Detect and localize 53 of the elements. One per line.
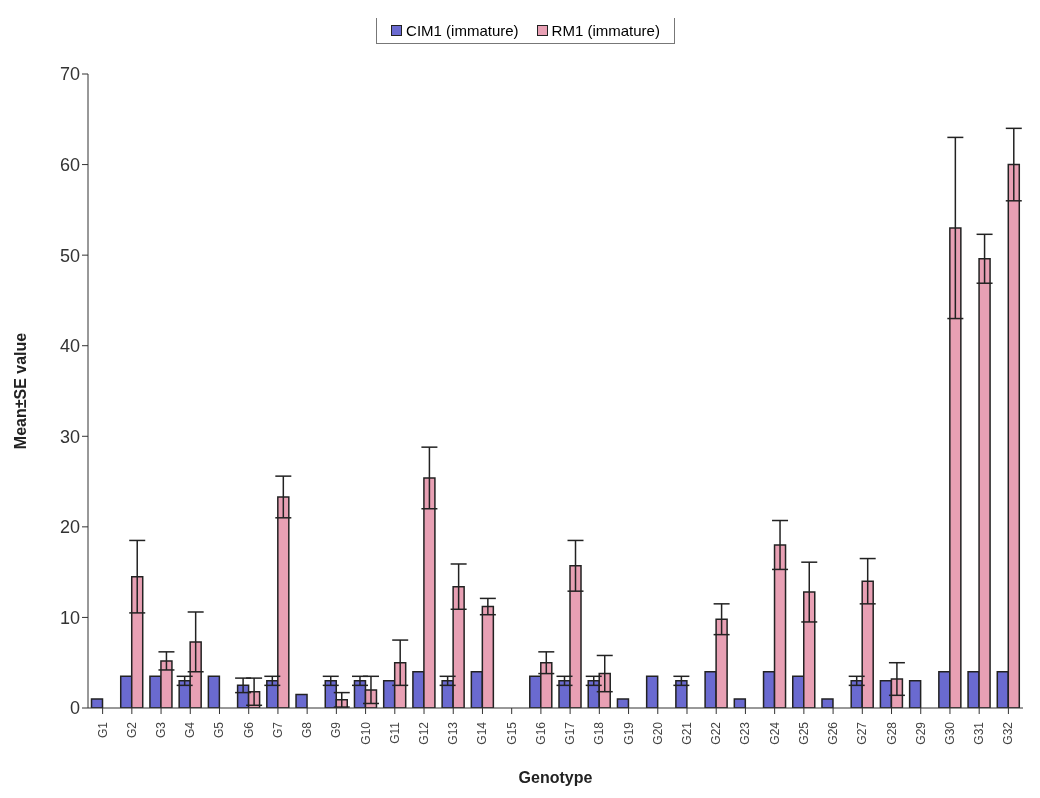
x-tick-label: G5 [212, 721, 227, 739]
y-tick-label: 0 [69, 698, 80, 719]
x-tick-label: G9 [329, 721, 344, 739]
x-tick-label: G4 [183, 721, 198, 739]
bar [733, 698, 747, 708]
x-tick-label: G20 [650, 721, 665, 745]
x-tick-label: G7 [270, 721, 285, 739]
x-axis-title: Genotype [518, 769, 593, 786]
y-tick-label: 30 [59, 426, 80, 447]
x-tick-label: G11 [387, 721, 402, 744]
x-tick-label: G26 [826, 721, 841, 745]
y-axis-title: Mean±SE value [11, 332, 29, 450]
x-tick-label: G29 [913, 721, 928, 745]
legend-label: RM1 (immature) [550, 22, 660, 39]
x-tick-label: G3 [154, 721, 169, 739]
x-tick-label: G25 [796, 721, 811, 745]
bar [645, 675, 659, 708]
x-tick-label: G2 [124, 721, 139, 739]
x-tick-label: G27 [855, 721, 870, 745]
x-tick-label: G15 [504, 721, 519, 745]
x-tick-label: G10 [358, 721, 373, 745]
bar [207, 675, 221, 708]
x-tick-label: G1 [95, 721, 110, 739]
bar [616, 698, 630, 708]
x-tick-label: G24 [767, 721, 782, 745]
y-tick-label: 10 [59, 607, 80, 628]
y-tick-label: 70 [59, 64, 80, 85]
x-tick-label: G30 [942, 721, 957, 745]
bar [821, 698, 834, 708]
x-tick-label: G8 [300, 721, 315, 739]
x-tick-label: G21 [679, 721, 694, 745]
bar [908, 680, 922, 708]
x-tick-label: G12 [417, 721, 432, 745]
x-tick-label: G17 [563, 721, 578, 745]
x-tick-label: G22 [709, 721, 724, 745]
x-tick-label: G6 [241, 721, 256, 739]
bar [295, 693, 308, 708]
x-tick-label: G19 [621, 721, 636, 745]
x-tick-label: G14 [475, 721, 490, 745]
y-tick-label: 20 [59, 517, 80, 538]
x-tick-label: G32 [1001, 721, 1016, 745]
x-tick-label: G16 [533, 721, 548, 745]
bar [90, 698, 104, 708]
x-tick-label: G18 [592, 721, 607, 745]
legend-label: CIM1 (immature) [405, 22, 519, 39]
y-tick-label: 50 [59, 245, 80, 266]
x-tick-label: G23 [738, 721, 753, 745]
bar [675, 680, 688, 708]
x-tick-label: G28 [884, 721, 899, 745]
x-tick-label: G13 [446, 721, 461, 745]
y-tick-label: 40 [59, 336, 80, 357]
y-tick-label: 60 [59, 154, 80, 175]
x-tick-label: G31 [972, 721, 987, 745]
